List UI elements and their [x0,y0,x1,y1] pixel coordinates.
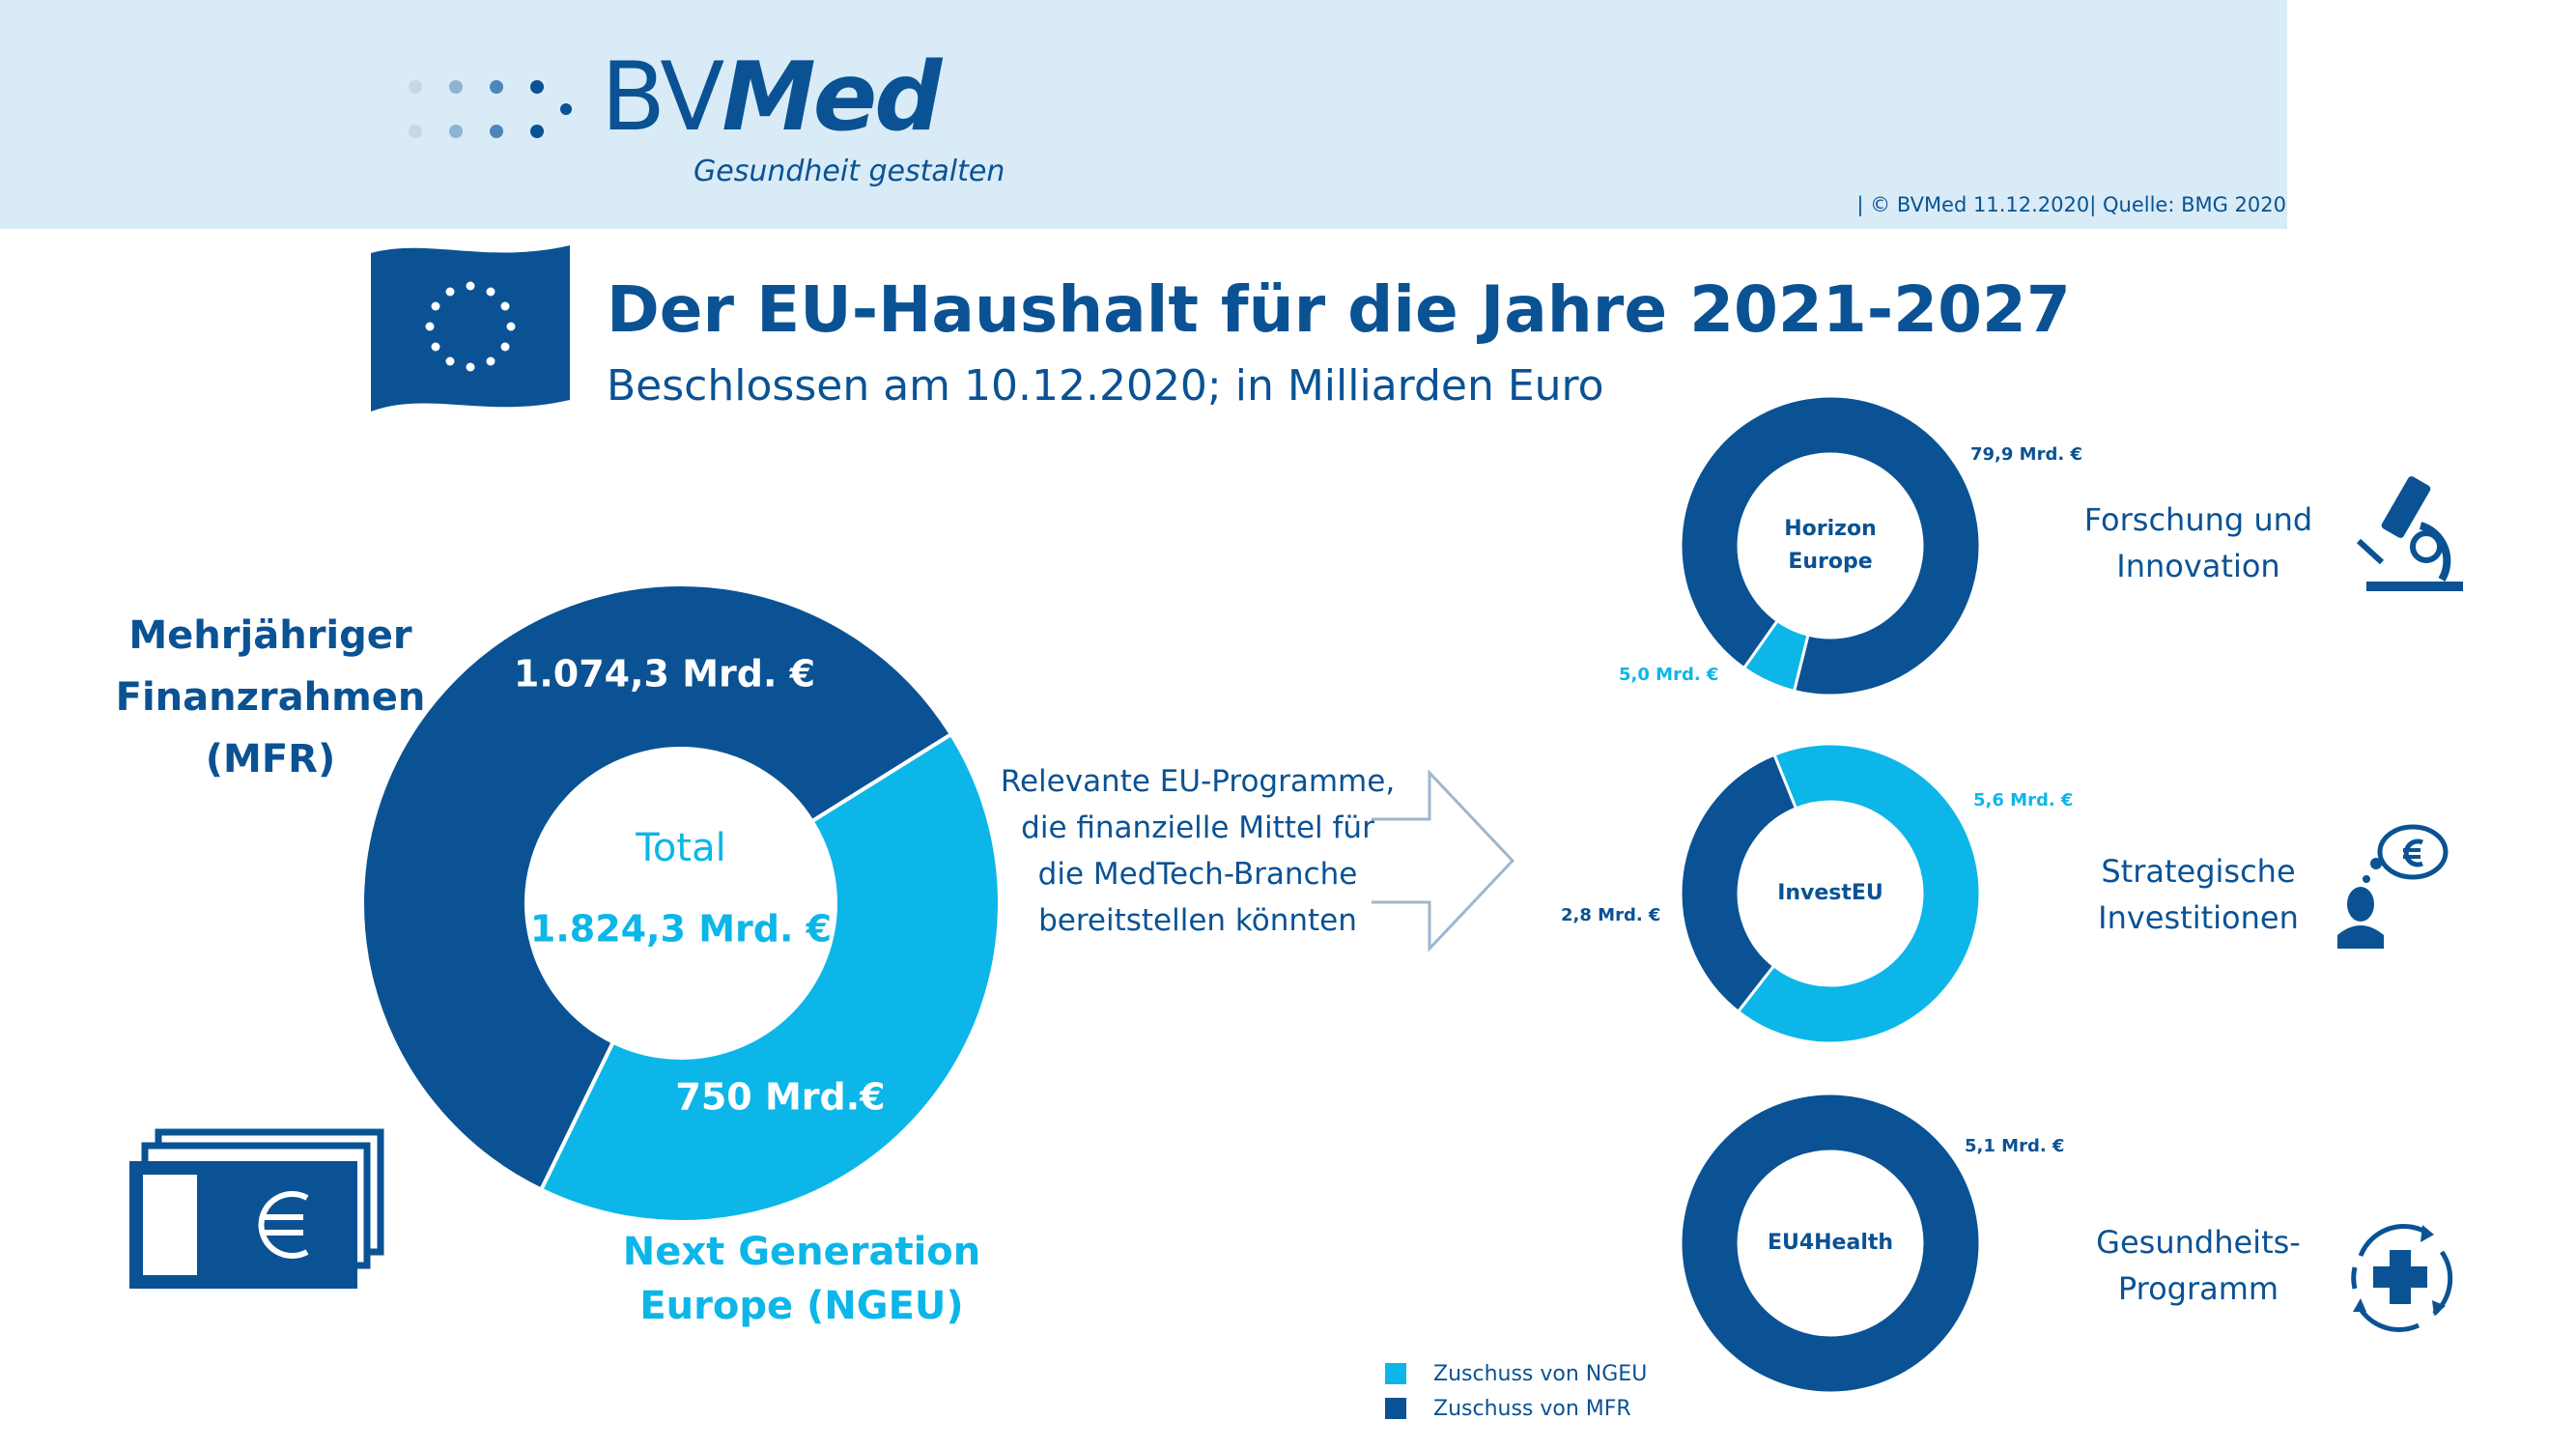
ngeu-label-line: Europe (NGEU) [639,1284,964,1328]
programmes-line: die MedTech-Branche [1037,857,1358,892]
programmes-line: die finanzielle Mittel für [1021,810,1374,845]
investeu-mfr-value: 2,8 Mrd. € [1561,905,1661,925]
donut-center-label: Total [635,826,725,870]
total-budget-donut-chart: 1.074,3 Mrd. € 750 Mrd.€ Total 1.824,3 Mrd.… [360,582,1002,1224]
donut-slice [1679,1092,1982,1395]
category-line: Forschung und [2083,501,2313,538]
investeu-ngeu-value: 5,6 Mrd. € [1973,790,2074,810]
category-line: Gesundheits- [2096,1224,2301,1261]
legend-item: Zuschuss von NGEU [1385,1356,1647,1391]
horizon-ngeu-value: 5,0 Mrd. € [1619,665,1719,685]
arrow-right-icon [1372,769,1515,952]
donut-center-label: Horizon [1784,517,1877,541]
category-line: Investitionen [2098,899,2299,936]
legend-label: Zuschuss von MFR [1433,1396,1631,1421]
eu4health-donut-chart: EU4Health [1679,1092,1982,1395]
brand-logo: BVMed [601,50,942,145]
mfr-label: Mehrjähriger Finanzrahmen (MFR) [97,605,444,790]
donut-center-label: InvestEU [1777,881,1883,905]
horizon-mfr-value: 79,9 Mrd. € [1970,444,2082,465]
brand-prefix: BV [601,43,724,153]
ngeu-label: Next Generation Europe (NGEU) [599,1225,1005,1333]
category-line: Innovation [2116,548,2280,584]
logo-dots-icon [409,80,572,138]
legend-item: Zuschuss von MFR [1385,1391,1647,1426]
donut-center-label: EU4Health [1768,1231,1893,1255]
health-cross-cycle-icon [2351,1223,2453,1332]
slice-value-label: 750 Mrd.€ [675,1076,885,1119]
programmes-line: bereitstellen könnten [1038,903,1357,938]
mfr-label-line: (MFR) [205,737,336,781]
programmes-description: Relevante EU-Programme, die finanzielle … [995,758,1401,944]
copyright-source: | © BVMed 11.12.2020| Quelle: BMG 2020 [1856,193,2286,216]
microscope-icon [2356,476,2463,591]
investeu-donut-chart: InvestEU [1679,742,1982,1045]
legend-swatch-mfr [1385,1398,1406,1419]
brand-tagline: Gesundheit gestalten [694,155,1005,188]
programmes-line: Relevante EU-Programme, [1000,764,1396,799]
donut-slice [1736,742,1982,1045]
ngeu-label-line: Next Generation [622,1230,981,1274]
donut-slice [1679,753,1798,1014]
donut-center-label: Europe [1788,550,1872,574]
category-investment-label: Strategische Investitionen [2053,848,2343,941]
category-line: Programm [2117,1270,2279,1307]
donut-slice [1741,618,1810,694]
eu4health-mfr-value: 5,1 Mrd. € [1965,1136,2065,1156]
page-title: Der EU-Haushalt für die Jahre 2021-2027 [607,272,2071,347]
category-line: Strategische [2101,853,2296,890]
brand-suffix: Med [722,43,942,153]
euro-banknotes-icon [129,1128,384,1289]
donut-center-value: 1.824,3 Mrd. € [530,908,832,951]
donut-slice [1679,394,1982,697]
category-health-label: Gesundheits- Programm [2053,1219,2343,1312]
legend-swatch-ngeu [1385,1363,1406,1384]
page-subtitle: Beschlossen am 10.12.2020; in Milliarden… [607,361,1604,411]
slice-value-label: 1.074,3 Mrd. € [514,653,815,696]
horizon-europe-donut-chart: Horizon Europe [1679,394,1982,697]
donut-slice [360,582,954,1193]
mfr-label-line: Mehrjähriger [128,613,412,658]
header-band [0,0,2287,229]
chart-legend: Zuschuss von NGEU Zuschuss von MFR [1385,1356,1647,1426]
category-research-label: Forschung und Innovation [2053,497,2343,589]
legend-label: Zuschuss von NGEU [1433,1361,1648,1386]
donut-slice [538,731,1002,1224]
eu-flag-icon [371,245,570,412]
mfr-label-line: Finanzrahmen [115,675,426,720]
person-euro-thought-icon [2337,824,2449,949]
